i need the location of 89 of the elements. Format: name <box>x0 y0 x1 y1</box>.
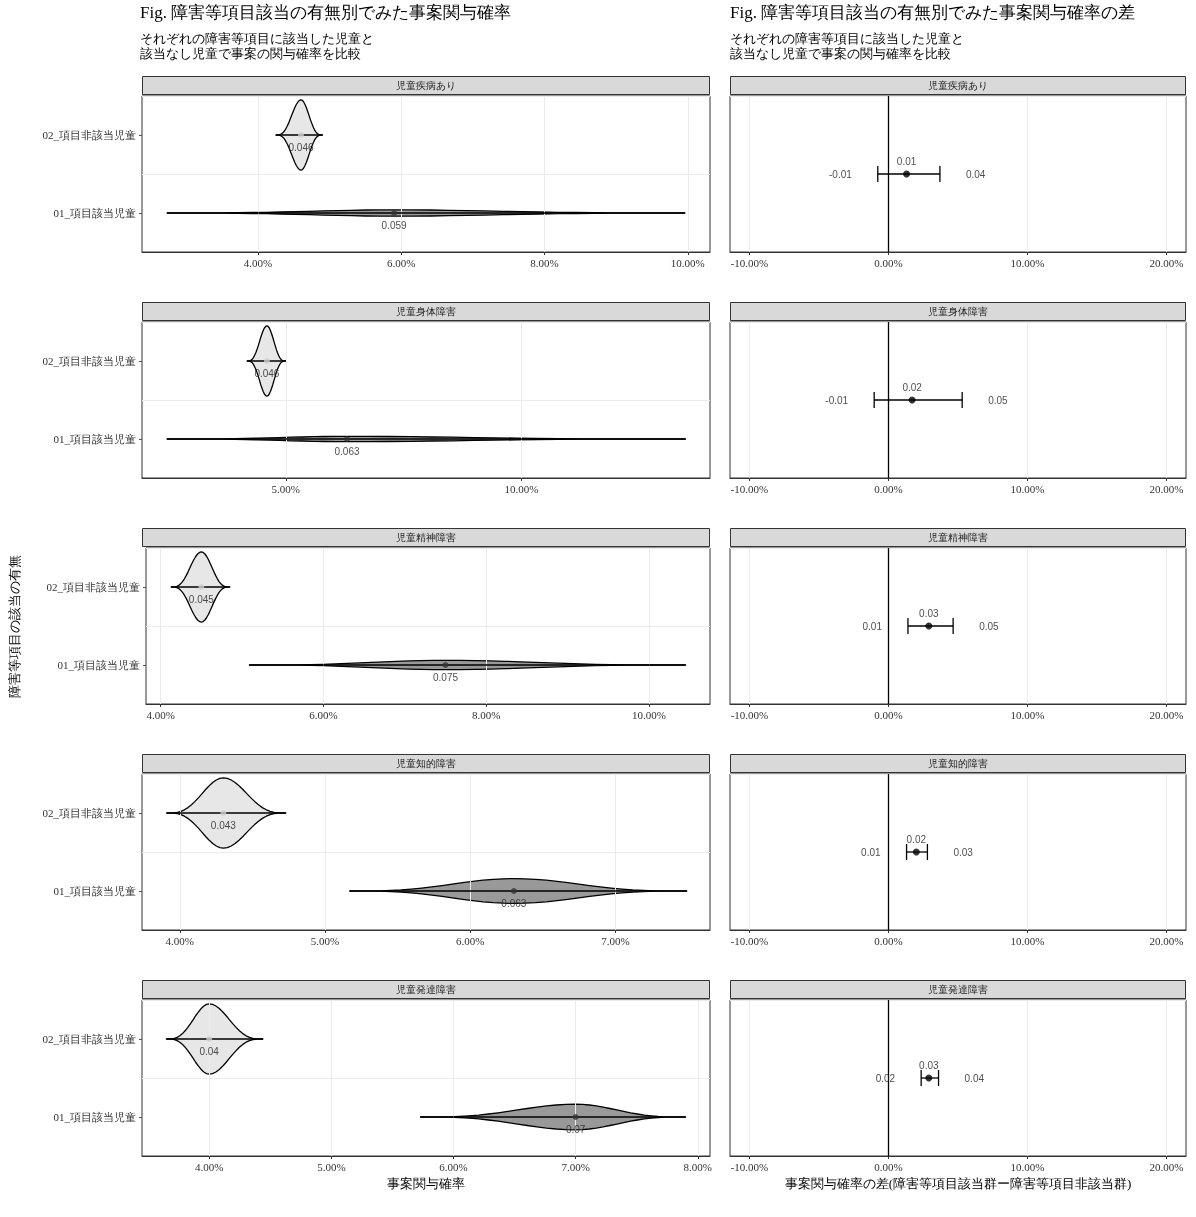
x-tick-label: 20.00% <box>1149 482 1184 495</box>
x-tick-label: -10.00% <box>730 1160 769 1173</box>
data-label: 0.059 <box>381 219 408 231</box>
chart-title: 児童身体障害 <box>928 306 988 317</box>
chart-title: 児童知的障害 <box>928 758 988 769</box>
x-tick-label: 6.00% <box>309 708 338 721</box>
x-tick-label: 20.00% <box>1149 708 1184 721</box>
x-tick-label: 4.00% <box>243 256 273 269</box>
y-tick-label: 01_項目該当児童 <box>53 885 136 897</box>
text: Fig. 障害等項目該当の有無別でみた事案関与確率の差 <box>730 3 1136 22</box>
x-tick-label: 5.00% <box>310 934 340 947</box>
chart-title: 児童疾病あり <box>396 80 456 91</box>
x-tick-label: 8.00% <box>683 1160 712 1173</box>
annotation: 0.04 <box>964 1072 985 1084</box>
x-tick-label: 20.00% <box>1149 256 1184 269</box>
annotation: 0.01 <box>861 846 881 858</box>
annotation: -0.01 <box>825 394 849 406</box>
y-tick-label: 01_項目該当児童 <box>57 659 140 671</box>
y-tick-label: 02_項目非該当児童 <box>42 1033 136 1045</box>
data-label: 0.01 <box>896 156 917 167</box>
data-label: 0.04 <box>199 1045 220 1057</box>
annotation: 0.01 <box>862 620 883 632</box>
data-label: 0.02 <box>902 382 923 393</box>
data-label: 0.043 <box>210 819 237 831</box>
x-tick-label: 7.00% <box>561 1160 590 1173</box>
x-tick-label: 6.00% <box>456 934 485 947</box>
x-tick-label: 10.00% <box>1010 1160 1045 1173</box>
x-tick-label: 8.00% <box>530 256 559 269</box>
text: 該当なし児童で事案の関与確率を比較 <box>140 46 361 61</box>
y-tick-label: 02_項目非該当児童 <box>42 807 136 819</box>
y-tick-label: 02_項目非該当児童 <box>46 581 140 593</box>
x-tick-label: 4.00% <box>165 934 194 947</box>
x-tick-label: 8.00% <box>471 708 501 721</box>
y-axis-title: 障害等項目の該当の有無 <box>7 554 22 698</box>
text: Fig. 障害等項目該当の有無別でみた事案関与確率 <box>140 3 512 22</box>
x-tick-label: 0.00% <box>874 1160 903 1173</box>
y-tick-label: 01_項目該当児童 <box>53 433 136 445</box>
x-tick-label: 4.00% <box>194 1160 224 1173</box>
x-tick-label: 0.00% <box>874 708 903 721</box>
x-tick-label: 10.00% <box>1010 708 1045 721</box>
x-tick-label: 10.00% <box>632 708 666 721</box>
annotation: -0.01 <box>828 168 853 180</box>
chart-title: 児童身体障害 <box>396 306 456 317</box>
x-tick-label: 10.00% <box>1010 482 1045 495</box>
y-tick-label: 02_項目非該当児童 <box>42 129 136 141</box>
annotation: 0.05 <box>988 394 1009 406</box>
x-tick-label: 0.00% <box>874 256 903 269</box>
x-tick-label: -10.00% <box>730 256 769 269</box>
annotation: 0.05 <box>979 620 1000 632</box>
chart-title: 児童疾病あり <box>928 80 988 91</box>
x-axis-title: 事案関与確率の差(障害等項目該当群ー障害等項目非該当群) <box>784 1175 1132 1191</box>
data-label: 0.03 <box>919 608 939 619</box>
x-axis-title: 事案関与確率 <box>387 1175 465 1191</box>
x-tick-label: 10.00% <box>1010 934 1045 947</box>
chart-title: 児童知的障害 <box>396 758 456 769</box>
x-tick-label: 4.00% <box>146 708 175 721</box>
data-label: 0.045 <box>188 593 215 605</box>
y-tick-label: 02_項目非該当児童 <box>42 355 136 367</box>
text: それぞれの障害等項目に該当した児童と <box>730 31 964 46</box>
annotation: 0.03 <box>953 846 974 858</box>
y-tick-label: 01_項目該当児童 <box>53 1111 136 1123</box>
x-tick-label: -10.00% <box>730 934 769 947</box>
chart-title: 児童精神障害 <box>928 532 988 543</box>
x-tick-label: 20.00% <box>1149 1160 1184 1173</box>
data-label: 0.02 <box>906 834 927 845</box>
x-tick-label: 10.00% <box>670 256 705 269</box>
x-tick-label: 0.00% <box>874 934 903 947</box>
x-tick-label: 5.00% <box>271 482 300 495</box>
x-tick-label: 7.00% <box>601 934 630 947</box>
y-tick-label: 01_項目該当児童 <box>53 207 136 219</box>
x-tick-label: 20.00% <box>1149 934 1184 947</box>
x-tick-label: 5.00% <box>317 1160 346 1173</box>
data-label: 0.063 <box>501 897 527 909</box>
x-tick-label: 6.00% <box>387 256 416 269</box>
chart-title: 児童精神障害 <box>396 532 456 543</box>
data-label: 0.03 <box>919 1060 939 1071</box>
x-tick-label: 0.00% <box>874 482 903 495</box>
x-tick-label: 10.00% <box>504 482 539 495</box>
x-tick-label: -10.00% <box>730 482 769 495</box>
chart-title: 児童発達障害 <box>396 984 456 995</box>
chart-title: 児童発達障害 <box>928 984 988 995</box>
data-label: 0.063 <box>334 445 360 457</box>
annotation: 0.04 <box>965 168 986 180</box>
data-label: 0.075 <box>432 671 459 683</box>
x-tick-label: -10.00% <box>730 708 769 721</box>
text: それぞれの障害等項目に該当した児童と <box>140 31 374 46</box>
x-tick-label: 6.00% <box>439 1160 468 1173</box>
x-tick-label: 10.00% <box>1010 256 1045 269</box>
text: 該当なし児童で事案の関与確率を比較 <box>730 46 951 61</box>
